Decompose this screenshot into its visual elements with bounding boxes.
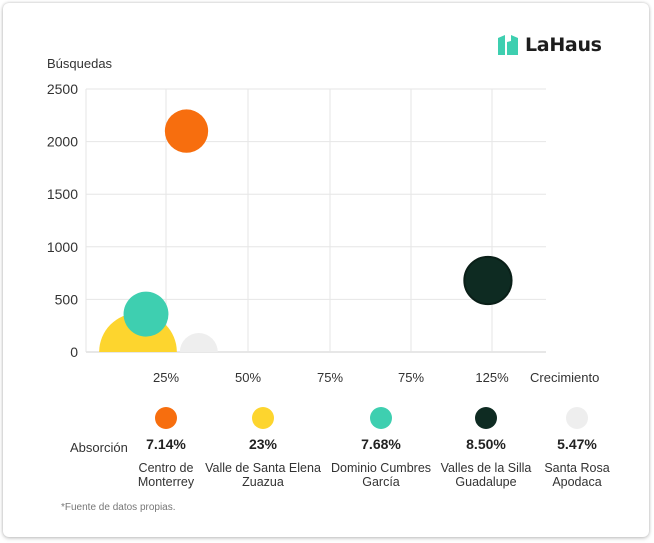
bubble-dominio-cumbres-garc-a bbox=[123, 291, 169, 337]
legend-dot bbox=[566, 407, 588, 429]
y-ticks: 2500 2000 1500 1000 500 0 bbox=[47, 81, 78, 360]
legend-name-line: Guadalupe bbox=[455, 475, 517, 489]
legend-name-line: Centro de bbox=[138, 461, 194, 475]
y-tick-label: 1000 bbox=[47, 239, 78, 255]
y-tick-label: 2500 bbox=[47, 81, 78, 97]
brand-logo: LaHaus bbox=[498, 34, 602, 56]
legend-item: 7.14% Centro de Monterrey bbox=[96, 407, 236, 489]
legend-name: Valle de Santa Elena Zuazua bbox=[193, 461, 333, 489]
x-tick-label: 125% bbox=[475, 370, 509, 385]
bubble-valles-de-la-silla-guadalupe bbox=[463, 255, 513, 306]
bubble-chart: 2500 2000 1500 1000 500 0 25% 50% 75% 75% 125% bbox=[47, 81, 546, 385]
y-axis-label: Búsquedas bbox=[47, 56, 113, 71]
legend-name-line: García bbox=[362, 475, 400, 489]
legend-item: 23% Valle de Santa Elena Zuazua bbox=[193, 407, 333, 489]
legend-name: Dominio Cumbres García bbox=[311, 461, 451, 489]
legend-value: 7.68% bbox=[361, 436, 401, 452]
legend-name: Centro de Monterrey bbox=[96, 461, 236, 489]
legend-name-line: Apodaca bbox=[552, 475, 602, 489]
legend-item: 7.68% Dominio Cumbres García bbox=[311, 407, 451, 489]
y-tick-label: 500 bbox=[55, 291, 79, 307]
legend-value: 23% bbox=[248, 436, 278, 452]
legend-value: 5.47% bbox=[557, 436, 597, 452]
chart-card bbox=[3, 3, 649, 537]
x-tick-label: 25% bbox=[153, 370, 179, 385]
legend-value: 7.14% bbox=[146, 436, 186, 452]
x-tick-label: 75% bbox=[398, 370, 424, 385]
x-tick-label: 50% bbox=[235, 370, 261, 385]
legend-title: Absorción bbox=[70, 440, 128, 455]
legend-dot bbox=[252, 407, 274, 429]
x-ticks: 25% 50% 75% 75% 125% bbox=[153, 370, 509, 385]
y-tick-label: 0 bbox=[70, 344, 78, 360]
y-tick-label: 1500 bbox=[47, 186, 78, 202]
legend-name-line: Santa Rosa bbox=[544, 461, 610, 475]
legend-name-line: Zuazua bbox=[242, 475, 284, 489]
y-tick-label: 2000 bbox=[47, 134, 78, 150]
legend-value: 8.50% bbox=[466, 436, 506, 452]
legend-name-line: Valle de Santa Elena bbox=[205, 461, 321, 475]
footnote: *Fuente de datos propias. bbox=[61, 502, 176, 513]
bubble-centro-de-monterrey bbox=[164, 109, 209, 153]
house-logo-icon bbox=[498, 35, 518, 55]
legend-name-line: Monterrey bbox=[137, 475, 195, 489]
x-axis-label: Crecimiento bbox=[530, 370, 600, 385]
brand-name: LaHaus bbox=[525, 34, 602, 56]
grid bbox=[85, 88, 546, 353]
legend-dot bbox=[155, 407, 177, 429]
legend-name-line: Dominio Cumbres bbox=[330, 461, 432, 475]
bubbles bbox=[99, 109, 513, 352]
legend-dot bbox=[475, 407, 497, 429]
legend-item: 5.47% Santa Rosa Apodaca bbox=[507, 407, 647, 489]
legend-name: Santa Rosa Apodaca bbox=[507, 461, 647, 489]
legend-name: Valles de la Silla Guadalupe bbox=[416, 461, 556, 489]
legend-item: 8.50% Valles de la Silla Guadalupe bbox=[416, 407, 556, 489]
x-tick-label: 75% bbox=[317, 370, 343, 385]
bubble-santa-rosa-apodaca bbox=[179, 333, 218, 352]
legend-name-line: Valles de la Silla bbox=[440, 461, 532, 475]
legend-dot bbox=[370, 407, 392, 429]
